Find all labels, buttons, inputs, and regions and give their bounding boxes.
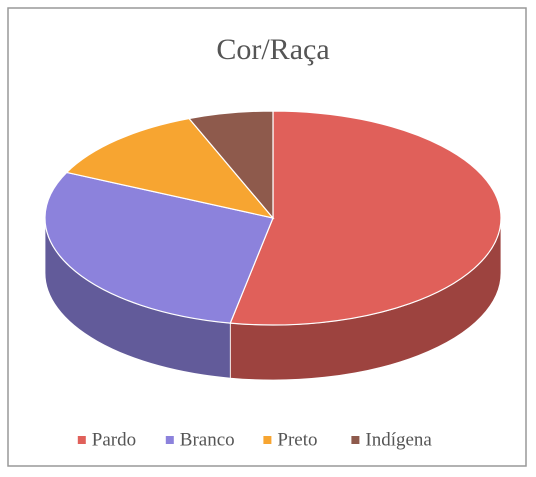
- legend-swatch: [165, 436, 174, 444]
- slice: [44, 171, 274, 324]
- pie: [44, 110, 502, 381]
- legend-swatch: [77, 436, 86, 444]
- legend-swatch: [263, 436, 272, 444]
- legend-label: Indígena: [365, 429, 432, 450]
- legend-swatch: [351, 436, 360, 444]
- legend-label: Branco: [180, 429, 235, 450]
- legend-label: Pardo: [92, 429, 136, 450]
- slice: [187, 110, 274, 220]
- slice: [65, 117, 275, 219]
- slice: [229, 110, 502, 326]
- chart-title: Cor/Raça: [216, 33, 329, 66]
- legend-label: Preto: [277, 429, 317, 450]
- legend: Pardo Branco Preto Indígena: [77, 429, 432, 450]
